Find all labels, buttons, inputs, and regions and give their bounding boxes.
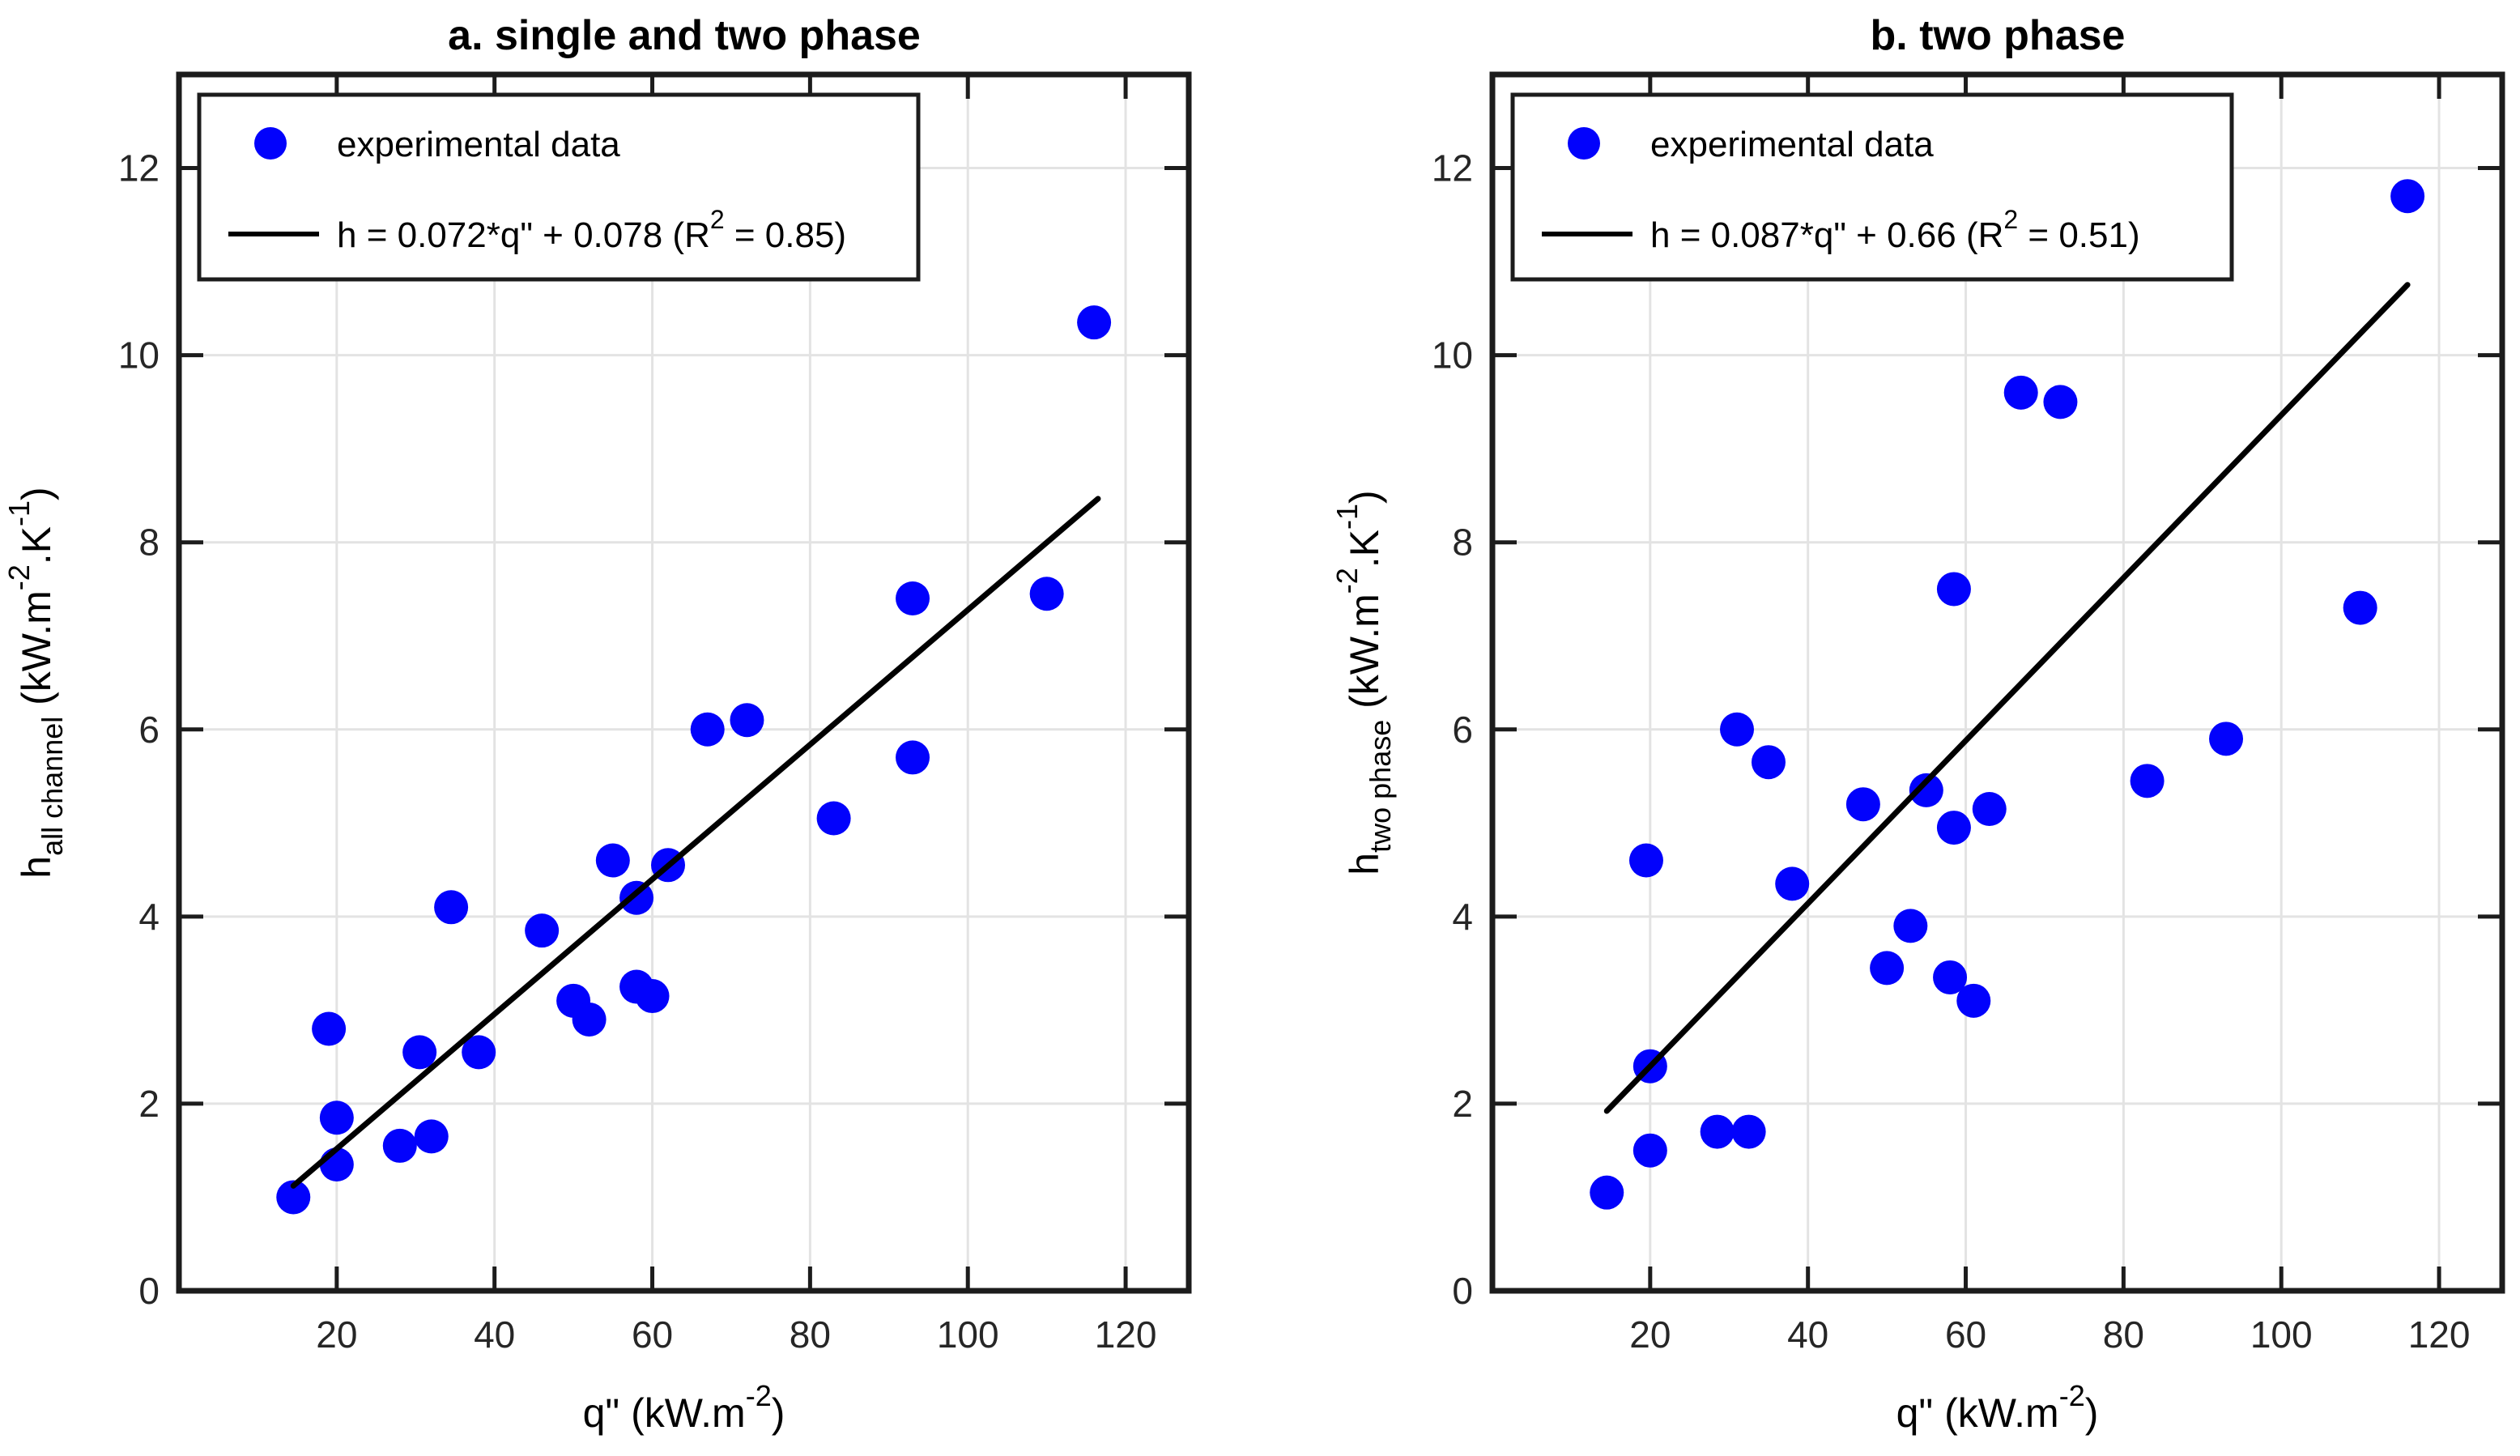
x-tick-label: 120 [1095, 1313, 1157, 1356]
legend-label: experimental data [1650, 125, 1934, 164]
fit-line [1603, 282, 2411, 1114]
y-tick-label: 2 [138, 1083, 160, 1125]
data-point [319, 1101, 354, 1135]
data-point [730, 703, 764, 738]
x-tick-label: 40 [1787, 1313, 1828, 1356]
x-tick-label: 120 [2408, 1313, 2471, 1356]
data-point [1933, 960, 1968, 994]
y-tick-label: 12 [118, 147, 160, 189]
data-point [1936, 572, 1971, 607]
x-tick-label: 40 [474, 1313, 515, 1356]
data-point [2209, 722, 2244, 756]
y-tick-label: 8 [1452, 522, 1473, 564]
x-axis-label: q" (kW.m-2) [583, 1379, 785, 1436]
data-point [896, 581, 930, 616]
legend-marker-dot [254, 127, 287, 160]
data-point [2043, 385, 2078, 419]
data-point [276, 1180, 311, 1215]
data-point [896, 740, 930, 775]
data-point [1956, 983, 1991, 1018]
x-tick-label: 20 [316, 1313, 357, 1356]
data-point [1700, 1114, 1735, 1149]
data-point [2003, 375, 2038, 410]
data-point [1628, 843, 1663, 878]
y-axis-label: hall channel (kW.m-2.K-1) [2, 487, 69, 878]
data-point [319, 1147, 354, 1182]
data-point [1731, 1114, 1766, 1149]
legend-label: h = 0.072*q" + 0.078 (R2 = 0.85) [337, 205, 846, 255]
data-point [2343, 590, 2377, 625]
data-point [382, 1128, 417, 1163]
y-tick-label: 4 [1452, 896, 1473, 938]
legend-box [197, 92, 921, 282]
panel-a-title: a. single and two phase [448, 12, 921, 59]
panel-b-title: b. two phase [1870, 12, 2126, 59]
y-tick-label: 6 [1452, 709, 1473, 751]
x-tick-label: 100 [937, 1313, 999, 1356]
y-tick-label: 10 [1432, 334, 1473, 377]
x-tick-label: 60 [632, 1313, 673, 1356]
data-point [1751, 745, 1786, 780]
data-point [2390, 179, 2425, 214]
y-tick-label: 6 [138, 709, 160, 751]
data-point [1029, 577, 1064, 611]
x-tick-label: 60 [1945, 1313, 1986, 1356]
panel-b-chart: 20 40 60 80 100 120 0 2 4 6 8 10 12 experimental data… [1330, 71, 2505, 1436]
data-point [462, 1035, 496, 1070]
x-tick-label: 80 [790, 1313, 831, 1356]
fit-line [290, 496, 1101, 1189]
data-point [1909, 773, 1943, 807]
data-point [595, 843, 630, 878]
y-tick-label: 8 [138, 522, 160, 564]
data-point [1870, 951, 1905, 986]
legend-label: experimental data [337, 125, 620, 164]
data-point [1720, 712, 1755, 747]
data-point [619, 880, 654, 915]
data-point [1893, 909, 1928, 943]
data-point [1936, 811, 1971, 845]
data-point [1077, 305, 1112, 340]
panel-a-chart: 20 40 60 80 100 120 0 2 4 6 8 10 12 experimental data… [2, 71, 1192, 1436]
data-point [1590, 1175, 1624, 1210]
y-tick-label: 10 [118, 334, 160, 377]
y-tick-label: 4 [138, 896, 160, 938]
x-axis-label: q" (kW.m-2) [1896, 1379, 2099, 1436]
data-point [1632, 1133, 1667, 1168]
y-tick-label: 2 [1452, 1083, 1473, 1125]
legend-marker-dot [1568, 127, 1600, 160]
data-point [414, 1119, 449, 1154]
axis-box [1489, 71, 2505, 1294]
x-tick-label: 80 [2103, 1313, 2144, 1356]
legend-box [1510, 92, 2234, 282]
data-point [1845, 787, 1880, 822]
data-point [816, 801, 851, 836]
data-point [1775, 866, 1810, 901]
x-tick-label: 100 [2250, 1313, 2313, 1356]
data-point [312, 1011, 347, 1046]
legend-label: h = 0.087*q" + 0.66 (R2 = 0.51) [1650, 205, 2140, 255]
y-tick-label: 12 [1432, 147, 1473, 189]
data-point [1972, 791, 2007, 826]
data-point [2130, 764, 2165, 798]
y-tick-label: 0 [138, 1270, 160, 1312]
y-axis-label: htwo phase (kW.m-2.K-1) [1330, 490, 1397, 875]
data-point [572, 1002, 607, 1037]
data-point [434, 890, 469, 925]
data-point [635, 979, 670, 1014]
data-point [402, 1035, 437, 1070]
y-tick-label: 0 [1452, 1270, 1473, 1312]
x-tick-label: 20 [1629, 1313, 1671, 1356]
data-point [525, 913, 560, 948]
axis-box [176, 71, 1192, 1294]
data-point [690, 712, 725, 747]
